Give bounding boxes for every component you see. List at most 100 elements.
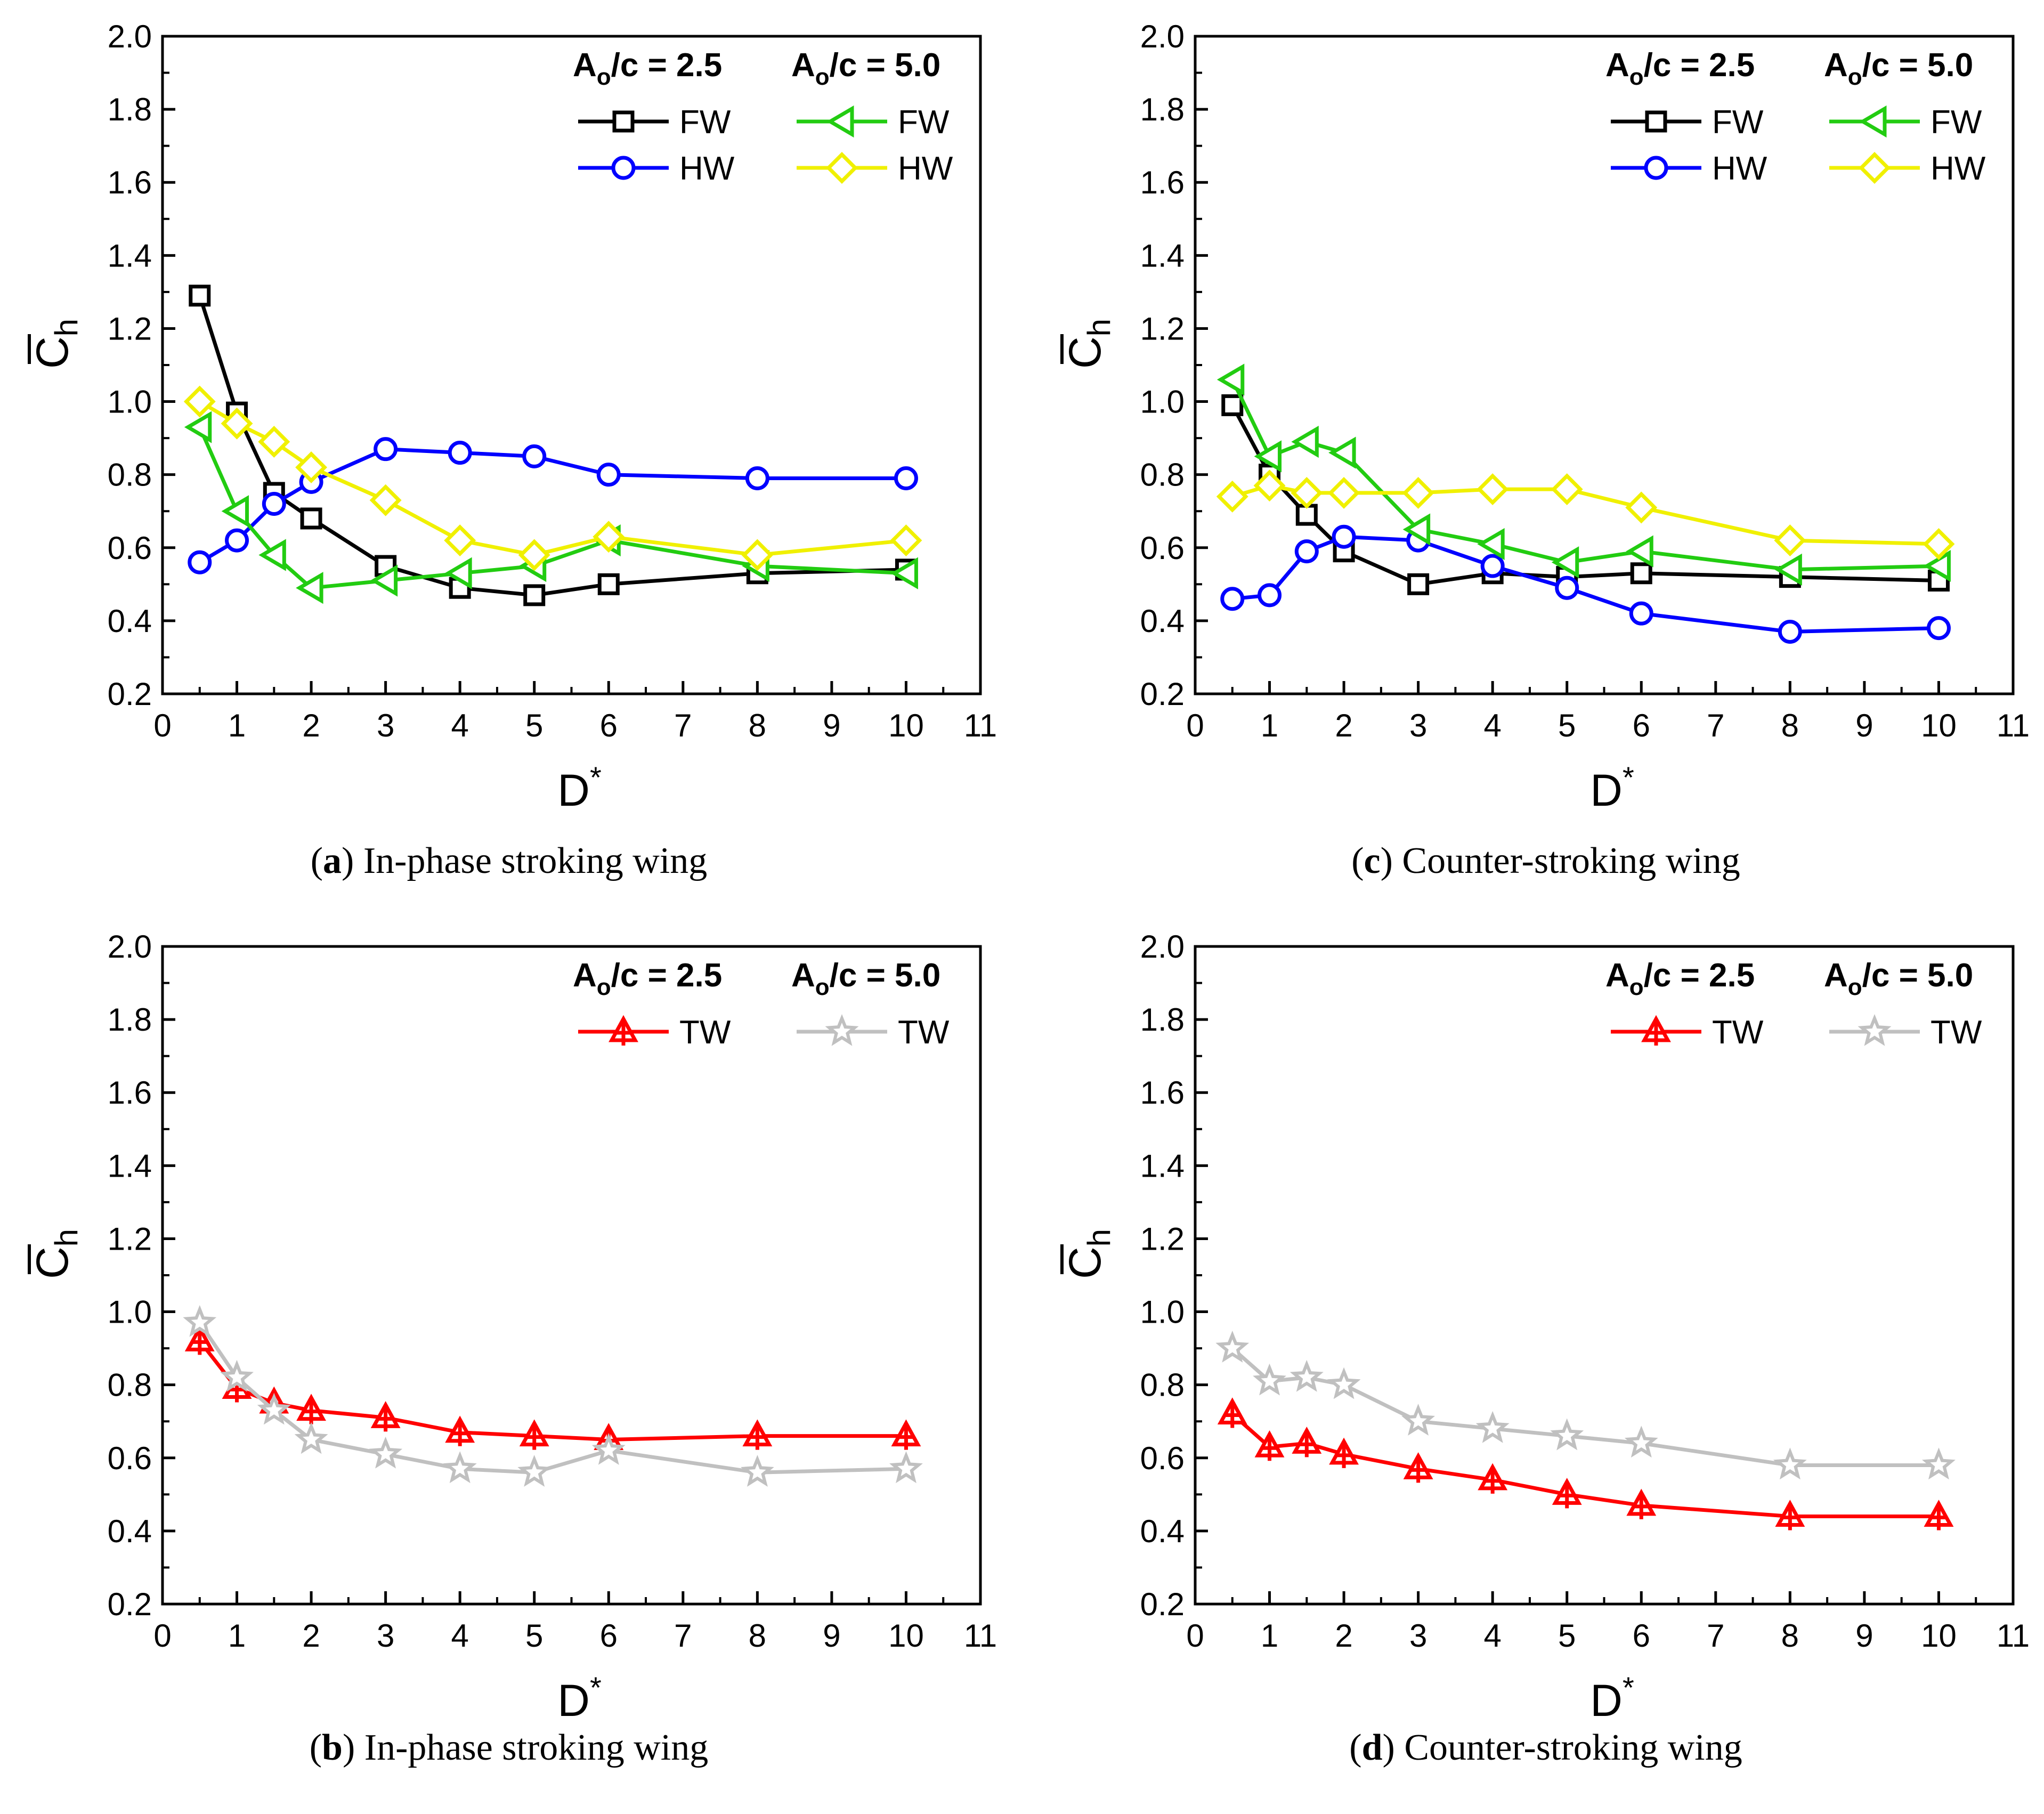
y-tick-label: 1.8 xyxy=(108,92,152,127)
data-point xyxy=(225,528,249,553)
y-tick-label: 1.6 xyxy=(1140,1075,1185,1111)
data-point xyxy=(448,441,472,465)
data-point xyxy=(1220,587,1245,611)
x-tick-label: 7 xyxy=(674,1618,692,1654)
legend-label: FW xyxy=(1931,104,1982,141)
data-point xyxy=(257,1392,291,1425)
series-line xyxy=(199,400,906,557)
data-point xyxy=(1402,513,1431,546)
data-point xyxy=(1630,562,1652,585)
x-tick-label: 10 xyxy=(888,708,924,743)
legend-marker xyxy=(1645,110,1667,133)
legend-marker xyxy=(826,105,854,138)
data-point xyxy=(523,584,546,606)
x-tick-label: 5 xyxy=(525,708,543,743)
data-point xyxy=(891,1419,921,1450)
series-line xyxy=(198,1340,906,1442)
legend-label: FW xyxy=(679,104,731,141)
x-tick-label: 10 xyxy=(1921,1618,1957,1654)
y-tick-label: 1.8 xyxy=(108,1002,152,1038)
data-point xyxy=(1216,480,1248,513)
data-point xyxy=(1477,473,1509,506)
data-point xyxy=(1774,524,1806,557)
y-tick-label: 0.8 xyxy=(1140,457,1185,493)
series-line xyxy=(198,1322,906,1475)
x-axis-title: D* xyxy=(557,760,601,815)
x-tick-label: 8 xyxy=(1781,1618,1799,1654)
data-point xyxy=(1328,436,1356,469)
svg-text:Ch: Ch xyxy=(1060,1229,1117,1279)
y-tick-label: 1.4 xyxy=(1140,238,1185,273)
data-point xyxy=(742,1419,773,1450)
series-line xyxy=(1231,1412,1939,1518)
legend-item-tw: TW xyxy=(797,1014,950,1051)
plot-frame xyxy=(1194,945,2015,1606)
series-hw-1 xyxy=(188,437,918,574)
x-tick-label: 4 xyxy=(451,708,468,743)
y-tick-label: 0.2 xyxy=(1140,1586,1185,1622)
x-tick-label: 1 xyxy=(228,708,246,743)
series-line xyxy=(199,447,906,564)
legend-marker xyxy=(1858,1014,1892,1046)
series-line xyxy=(1230,378,1939,572)
data-point xyxy=(1625,491,1658,524)
data-point xyxy=(1775,1500,1805,1530)
data-point xyxy=(1216,363,1245,396)
legend-label: TW xyxy=(1931,1014,1982,1051)
series-line xyxy=(198,426,906,590)
caption-c: (c) Counter-stroking wing xyxy=(1351,840,1740,881)
y-tick-label: 1.0 xyxy=(108,384,152,420)
x-tick-label: 5 xyxy=(525,1618,543,1654)
legend-label: FW xyxy=(898,104,950,141)
x-tick-label: 7 xyxy=(1707,708,1724,743)
x-tick-label: 0 xyxy=(153,1618,171,1654)
y-tick-label: 0.6 xyxy=(1140,1440,1185,1476)
data-point xyxy=(1327,1367,1361,1399)
data-point xyxy=(1552,1478,1582,1509)
y-tick-label: 1.4 xyxy=(108,1148,152,1184)
plot-frame xyxy=(1194,35,2015,695)
x-tick-label: 9 xyxy=(1855,708,1873,743)
data-point xyxy=(1773,1447,1807,1480)
legend: Ao/c = 2.5 Ao/c = 5.0 TW TW xyxy=(1605,957,1982,1051)
data-point xyxy=(1926,616,1951,641)
series-line xyxy=(1230,404,1939,586)
data-point xyxy=(1626,535,1653,568)
data-point xyxy=(1332,524,1356,549)
data-point xyxy=(370,564,398,597)
caption-text: In-phase stroking wing xyxy=(363,840,708,881)
data-point xyxy=(1217,1397,1247,1428)
legend: Ao/c = 2.5 Ao/c = 5.0 TW TW xyxy=(573,957,950,1051)
y-axis-title: Ch xyxy=(1060,319,1117,369)
data-point xyxy=(1253,469,1286,502)
data-point xyxy=(296,1394,327,1424)
data-point xyxy=(1923,549,1951,582)
caption-b: (b) In-phase stroking wing xyxy=(309,1727,709,1768)
legend: Ao/c = 2.5 Ao/c = 5.0 FW HW FW HW xyxy=(573,47,953,187)
data-point xyxy=(1922,1447,1956,1480)
data-point xyxy=(1923,528,1955,560)
caption-letter: b xyxy=(322,1727,343,1768)
legend-header: Ao/c = 2.5 xyxy=(1605,47,1755,90)
data-point xyxy=(296,572,323,604)
data-point xyxy=(183,1305,217,1337)
data-point xyxy=(184,1324,215,1355)
legend-header: Ao/c = 5.0 xyxy=(791,957,940,1000)
y-tick-label: 0.6 xyxy=(1140,530,1185,566)
data-point xyxy=(370,1401,401,1432)
data-point xyxy=(1403,1452,1433,1483)
y-tick-label: 1.4 xyxy=(1140,1148,1185,1184)
data-point xyxy=(294,1422,328,1454)
data-point xyxy=(1253,1363,1286,1396)
legend: Ao/c = 2.5 Ao/c = 5.0 FW HW FW HW xyxy=(1605,47,1986,187)
legend-marker xyxy=(1859,105,1887,138)
legend-item-tw: TW xyxy=(578,1014,731,1051)
legend-header: Ao/c = 5.0 xyxy=(1824,47,1973,90)
plot-frame xyxy=(161,945,982,1606)
x-tick-label: 3 xyxy=(377,1618,394,1654)
data-point xyxy=(890,557,918,589)
data-point xyxy=(444,524,476,557)
legend-item-hw: HW xyxy=(1829,150,1986,187)
data-point xyxy=(596,463,621,487)
